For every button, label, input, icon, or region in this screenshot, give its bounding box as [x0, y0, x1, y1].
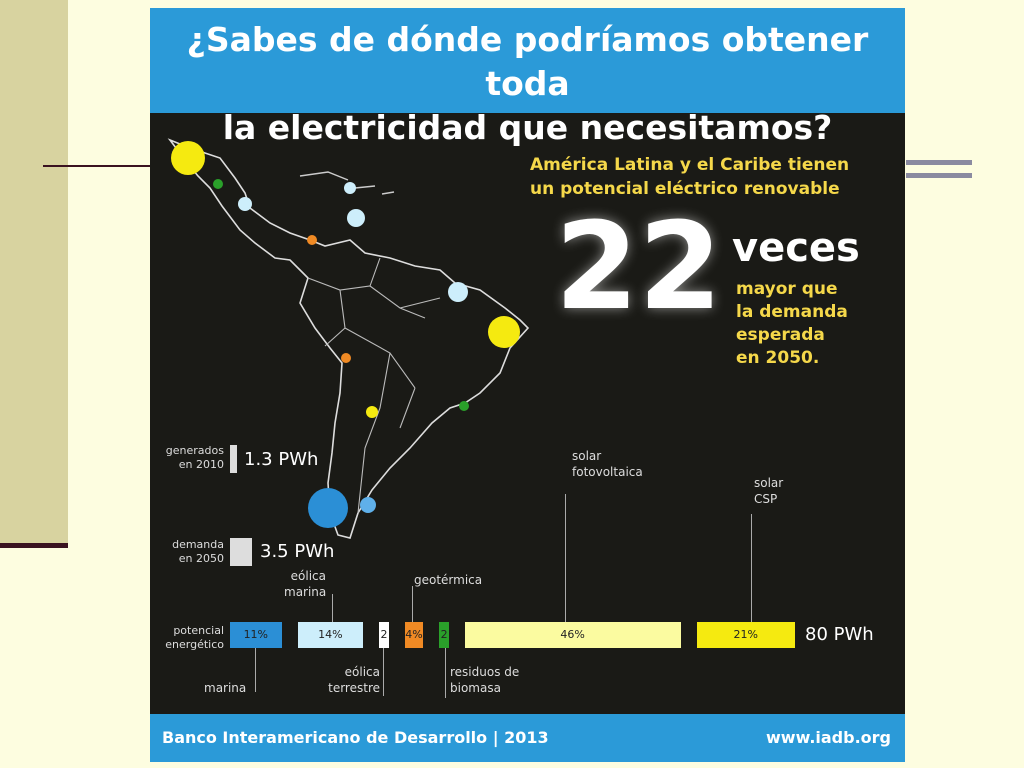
headline-sub-1: mayor que: [736, 279, 838, 299]
bar-residuos-de-biomasa: 2: [439, 622, 449, 648]
bar-geotérmica: 4%: [404, 622, 424, 648]
wind-site-venezuela: [347, 209, 365, 227]
leader-solar-csp: [751, 514, 752, 622]
label-eolica-marina: eólica marina: [284, 568, 326, 600]
footer-url[interactable]: www.iadb.org: [766, 728, 891, 747]
caribbean-islands: [299, 171, 395, 195]
label-solar-csp-2: CSP: [754, 492, 778, 506]
slide-left-panel: [0, 0, 68, 545]
wind-site-patagonia: [360, 497, 376, 513]
biomass-site-mexico: [213, 179, 223, 189]
latin-america-map: [167, 138, 530, 539]
demand-swatch: [230, 538, 252, 566]
label-biomasa-1: residuos de: [450, 665, 520, 679]
label-biomasa-2: biomasa: [450, 681, 501, 695]
leader-biomasa: [445, 648, 446, 698]
demand-label-1: demanda: [172, 538, 224, 551]
label-marina: marina: [204, 681, 247, 695]
slide-divider-right-top: [906, 160, 972, 165]
generated-value: 1.3 PWh: [244, 449, 319, 470]
infographic: ¿Sabes de dónde podríamos obtener toda l…: [150, 8, 905, 762]
generated-label: generados en 2010: [160, 444, 224, 472]
headline-line-2: un potencial eléctrico renovable: [530, 179, 840, 199]
bar-eólica-terrestre: 2: [379, 622, 389, 648]
row-label-1: potencial: [173, 624, 224, 637]
generated-swatch: [230, 445, 237, 473]
bar-solar-CSP: 21%: [696, 622, 795, 648]
label-biomasa: residuos de biomasa: [450, 664, 519, 696]
headline-unit: veces: [732, 225, 860, 271]
headline-subtext: mayor que la demanda esperada en 2050.: [736, 278, 848, 370]
wind-site-brazil-ne: [448, 282, 468, 302]
geothermal-site-peru: [341, 353, 351, 363]
demand-label: demanda en 2050: [160, 538, 224, 566]
wind-site-mexico: [238, 197, 252, 211]
infographic-header: ¿Sabes de dónde podríamos obtener toda l…: [150, 8, 905, 147]
title-line-1: ¿Sabes de dónde podríamos obtener toda: [186, 20, 869, 103]
label-solar-fv: solar fotovoltaica: [572, 448, 643, 480]
infographic-footer: Banco Interamericano de Desarrollo | 201…: [150, 714, 905, 762]
label-solar-csp: solar CSP: [754, 475, 783, 507]
solar-site-brazil-ne: [488, 316, 520, 348]
solar-site-andes: [366, 406, 378, 418]
label-eolica-terrestre-2: terrestre: [328, 681, 380, 695]
biomass-site-brazil: [459, 401, 469, 411]
leader-geotermica: [412, 586, 413, 622]
wind-site-caribbean: [344, 182, 356, 194]
footer-org: Banco Interamericano de Desarrollo | 201…: [162, 728, 549, 747]
headline-sub-4: en 2050.: [736, 348, 820, 368]
label-solar-fv-1: solar: [572, 449, 602, 463]
bar-solar-fotovoltaica: 46%: [464, 622, 681, 648]
generated-label-2: en 2010: [178, 458, 224, 471]
leader-marina: [255, 648, 256, 692]
label-eolica-terrestre-1: eólica: [344, 665, 380, 679]
label-eolica-marina-2: marina: [284, 585, 327, 599]
row-label-2: energético: [165, 638, 224, 651]
slide-left-rule: [0, 543, 68, 548]
bar-eólica-marina: 14%: [297, 622, 364, 648]
leader-eolica-marina: [332, 594, 333, 622]
map-borders: [307, 257, 441, 514]
label-solar-csp-1: solar: [754, 476, 784, 490]
slide-divider-left: [43, 165, 150, 167]
label-eolica-marina-1: eólica: [290, 569, 326, 583]
headline-line-1: América Latina y el Caribe tienen: [530, 155, 850, 175]
total-value: 80 PWh: [805, 624, 874, 645]
label-solar-fv-2: fotovoltaica: [572, 465, 643, 479]
bar-marina: 11%: [230, 622, 282, 648]
map-outline: [167, 138, 530, 539]
headline-sub-3: esperada: [736, 325, 825, 345]
marine-site-patagonia: [308, 488, 348, 528]
leader-solar-fv: [565, 494, 566, 622]
leader-eolica-terrestre: [383, 648, 384, 696]
title-line-2: la electricidad que necesitamos?: [222, 108, 833, 147]
demand-label-2: en 2050: [178, 552, 224, 565]
headline-sub-2: la demanda: [736, 302, 848, 322]
geothermal-site-central: [307, 235, 317, 245]
row-label: potencial energético: [156, 624, 224, 652]
slide-divider-right-bottom: [906, 173, 972, 178]
generated-label-1: generados: [165, 444, 224, 457]
headline-number: 22: [555, 198, 722, 337]
solar-site-mexico: [171, 141, 205, 175]
label-geotermica: geotérmica: [414, 573, 483, 587]
label-eolica-terrestre: eólica terrestre: [322, 664, 380, 696]
demand-value: 3.5 PWh: [260, 541, 335, 562]
